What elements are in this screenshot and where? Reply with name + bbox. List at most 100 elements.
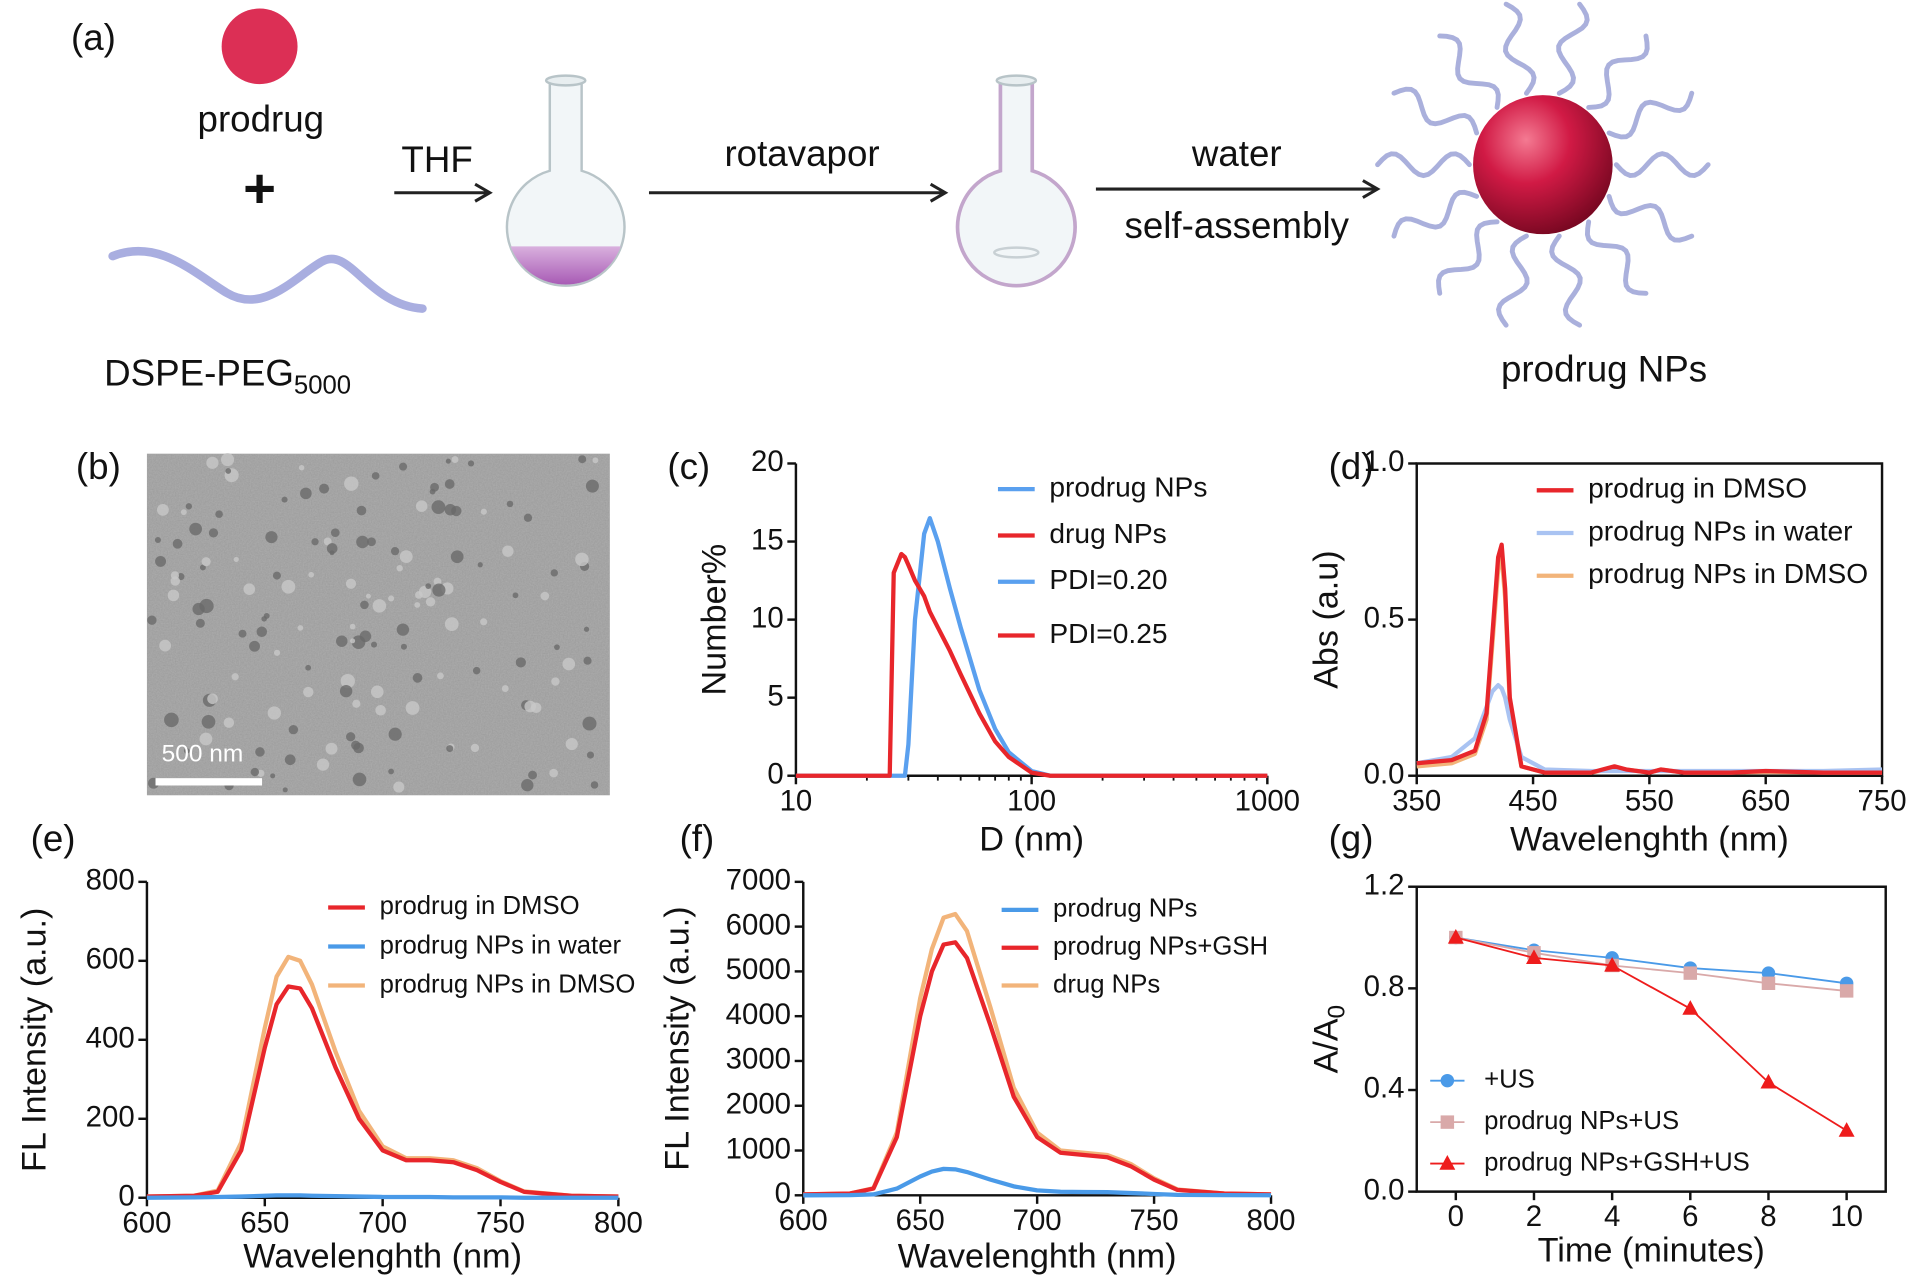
tem-particle bbox=[199, 564, 206, 571]
legend-label: prodrug NPs in DMSO bbox=[380, 970, 636, 998]
tem-particle bbox=[429, 488, 436, 495]
tem-particle bbox=[344, 476, 359, 491]
tem-particle bbox=[586, 751, 595, 759]
marker bbox=[1838, 1122, 1855, 1137]
y-axis-label: FL Intensity (a.u.) bbox=[659, 906, 697, 1170]
peg-chain bbox=[1391, 189, 1480, 239]
tem-particle bbox=[393, 781, 405, 793]
x-tick-label: 750 bbox=[1858, 784, 1907, 817]
tem-particle bbox=[316, 758, 330, 771]
tem-particle bbox=[582, 716, 597, 731]
tem-particle bbox=[273, 649, 281, 656]
tem-particle bbox=[164, 712, 179, 728]
tem-particle bbox=[356, 535, 369, 549]
x-tick-label: 650 bbox=[240, 1206, 289, 1239]
tem-particle bbox=[147, 615, 157, 625]
x-tick-label: 2 bbox=[1526, 1200, 1542, 1233]
y-tick-label: 5 bbox=[767, 679, 783, 712]
series-line bbox=[1455, 936, 1847, 985]
tem-particle bbox=[415, 500, 428, 512]
tem-particle bbox=[523, 513, 533, 522]
arrow bbox=[1095, 179, 1381, 199]
x-tick-label: 750 bbox=[476, 1206, 525, 1239]
tem-particle bbox=[524, 700, 537, 713]
tem-particle bbox=[425, 597, 436, 607]
peg-chain bbox=[1556, 1, 1590, 96]
scheme: (a) prodrug + DSPE-PEG5000 THF rotavapor… bbox=[71, 1, 1711, 399]
tem-particle bbox=[437, 672, 444, 680]
y-tick-label: 0 bbox=[118, 1180, 134, 1213]
tem-particle bbox=[480, 618, 488, 626]
tem-particle bbox=[578, 455, 587, 464]
x-tick-label: 8 bbox=[1760, 1200, 1776, 1233]
tem-particle bbox=[265, 531, 278, 544]
tem-particle bbox=[154, 536, 161, 544]
x-axis-label: Wavelenghth (nm) bbox=[243, 1238, 522, 1276]
y-tick-label: 200 bbox=[86, 1101, 135, 1134]
label: DSPE-PEG5000 bbox=[104, 352, 351, 399]
x-tick-label: 750 bbox=[1130, 1204, 1179, 1237]
tem-particle bbox=[396, 623, 410, 636]
tem-particle bbox=[349, 623, 356, 630]
x-tick-label: 450 bbox=[1509, 784, 1558, 817]
peg-chain bbox=[1613, 151, 1711, 178]
arrow bbox=[394, 182, 493, 203]
tem-particle bbox=[281, 496, 288, 503]
tem-particle bbox=[388, 595, 395, 602]
legend-marker bbox=[1439, 1155, 1456, 1170]
x-tick-label: 6 bbox=[1682, 1200, 1698, 1233]
flask bbox=[505, 74, 626, 287]
tem-particle bbox=[444, 503, 457, 516]
legend-label: PDI=0.20 bbox=[1049, 564, 1167, 595]
y-tick-label: 4000 bbox=[726, 998, 791, 1031]
tem-particle bbox=[345, 578, 357, 589]
tem-particle bbox=[207, 693, 218, 705]
tem-particle bbox=[554, 644, 560, 651]
tem-particle bbox=[195, 618, 205, 628]
x-tick-label: 600 bbox=[122, 1206, 171, 1239]
tem-particle bbox=[367, 537, 376, 547]
tem-particle bbox=[215, 510, 223, 518]
marker bbox=[1447, 929, 1464, 944]
y-axis-label-text: FL Intensity (a.u.) bbox=[659, 906, 697, 1170]
panel-label: (e) bbox=[31, 818, 76, 859]
tem-particle bbox=[256, 626, 268, 637]
legend-label: prodrug NPs in water bbox=[1588, 515, 1852, 546]
axis-frame bbox=[1415, 885, 1887, 1193]
tem-particle bbox=[501, 685, 509, 692]
tem-particle bbox=[583, 626, 590, 632]
x-tick-label: 800 bbox=[1247, 1204, 1296, 1237]
tem-particle bbox=[565, 737, 578, 751]
label: prodrug NPs bbox=[1501, 349, 1707, 390]
chart: (e) 0 200 400 600 800 600 650 700 750 800 Wavelengh… bbox=[16, 818, 643, 1275]
series-line bbox=[803, 940, 1272, 1197]
tem-particle bbox=[502, 545, 514, 557]
tem-particle bbox=[472, 666, 481, 675]
y-axis-label: FL Intensity (a.u.) bbox=[16, 908, 54, 1172]
legend-label: prodrug NPs+US bbox=[1484, 1107, 1679, 1135]
peg-chains bbox=[1375, 1, 1711, 328]
y-tick-label: 0.8 bbox=[1364, 970, 1405, 1003]
tem-particle bbox=[323, 537, 332, 546]
x-axis-label: Time (minutes) bbox=[1538, 1232, 1765, 1270]
polymer-icon bbox=[108, 246, 427, 313]
tem-particle bbox=[288, 724, 299, 735]
tem-particle bbox=[340, 673, 355, 689]
series-line bbox=[1455, 936, 1847, 992]
tem-particle bbox=[346, 732, 356, 742]
tem-particle bbox=[298, 464, 305, 471]
tem-particle bbox=[444, 617, 459, 631]
scale-bar-label: 500 nm bbox=[162, 740, 244, 767]
tem-particle bbox=[445, 458, 451, 464]
tem-particle bbox=[300, 487, 312, 500]
tem-particle bbox=[185, 503, 193, 510]
series-line bbox=[1455, 936, 1848, 1132]
tem-particle bbox=[308, 571, 315, 578]
tem-particle bbox=[339, 684, 353, 698]
x-tick-label: 100 bbox=[1007, 784, 1056, 817]
y-axis-label: Abs (a.u) bbox=[1308, 550, 1346, 689]
tem-particle bbox=[467, 460, 475, 467]
chart: (d) 0.0 0.5 1.0 350 450 550 650 750 Wavelenghth (… bbox=[1308, 445, 1907, 858]
y-tick-label: 10 bbox=[751, 601, 784, 634]
tem-particle bbox=[450, 550, 464, 564]
